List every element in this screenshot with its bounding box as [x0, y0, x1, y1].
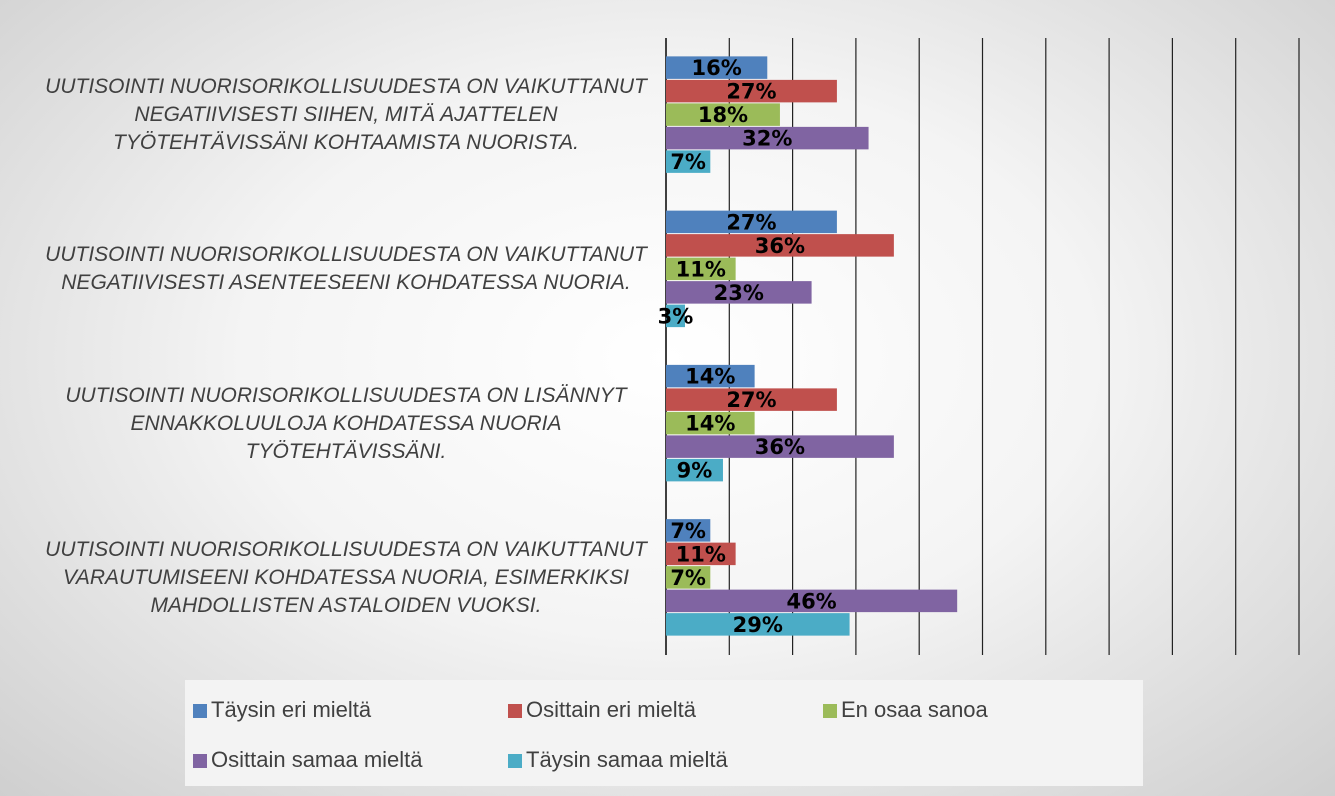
value-label: 23%	[714, 281, 764, 305]
value-label: 36%	[755, 435, 805, 459]
bar	[666, 304, 685, 328]
bar	[666, 435, 894, 458]
value-label: 16%	[692, 56, 742, 80]
bar	[666, 519, 711, 542]
value-label: 14%	[685, 412, 735, 436]
bar	[666, 411, 755, 435]
bar	[666, 388, 837, 411]
bar	[666, 234, 894, 257]
legend-label: Täysin samaa mieltä	[526, 747, 729, 772]
bar	[666, 79, 837, 103]
bar	[666, 257, 736, 281]
value-label: 27%	[726, 210, 776, 234]
category-label: UUTISOINTI NUORISORIKOLLISUUDESTA ON VAI…	[45, 537, 647, 617]
bar	[666, 458, 723, 482]
legend-swatch	[508, 704, 522, 718]
legend-label: Osittain eri mieltä	[526, 697, 697, 722]
legend-swatch	[193, 754, 207, 768]
bar	[666, 281, 812, 304]
bar	[666, 103, 780, 126]
bar	[666, 150, 711, 173]
bar	[666, 589, 958, 613]
value-label: 14%	[685, 365, 735, 389]
legend-label: Täysin eri mieltä	[211, 697, 372, 722]
legend-swatch	[823, 704, 837, 718]
bar	[666, 126, 869, 150]
value-label: 27%	[726, 388, 776, 412]
value-label: 11%	[676, 542, 726, 566]
value-label: 46%	[786, 589, 836, 613]
bar	[666, 364, 755, 388]
bar	[666, 566, 711, 589]
value-label: 7%	[670, 519, 706, 543]
category-label: UUTISOINTI NUORISORIKOLLISUUDESTA ON VAI…	[45, 75, 647, 155]
value-label: 29%	[733, 613, 783, 637]
category-label: UUTISOINTI NUORISORIKOLLISUUDESTA ON LIS…	[65, 383, 627, 463]
value-label: 7%	[670, 566, 706, 590]
category-label: UUTISOINTI NUORISORIKOLLISUUDESTA ON VAI…	[45, 243, 647, 295]
value-label: 7%	[670, 150, 706, 174]
value-label: 18%	[698, 103, 748, 127]
bar	[666, 613, 850, 636]
legend-box	[185, 680, 1143, 786]
value-label: 32%	[742, 127, 792, 151]
value-label: 11%	[676, 257, 726, 281]
legend-label: Osittain samaa mieltä	[211, 747, 423, 772]
value-label: 27%	[726, 80, 776, 104]
value-label: 36%	[755, 234, 805, 258]
legend-swatch	[508, 754, 522, 768]
value-label: 3%	[658, 304, 694, 328]
legend-swatch	[193, 704, 207, 718]
value-label: 9%	[677, 459, 713, 483]
bar	[666, 210, 837, 234]
bar	[666, 56, 768, 79]
bar	[666, 542, 736, 566]
legend-label: En osaa sanoa	[841, 697, 989, 722]
